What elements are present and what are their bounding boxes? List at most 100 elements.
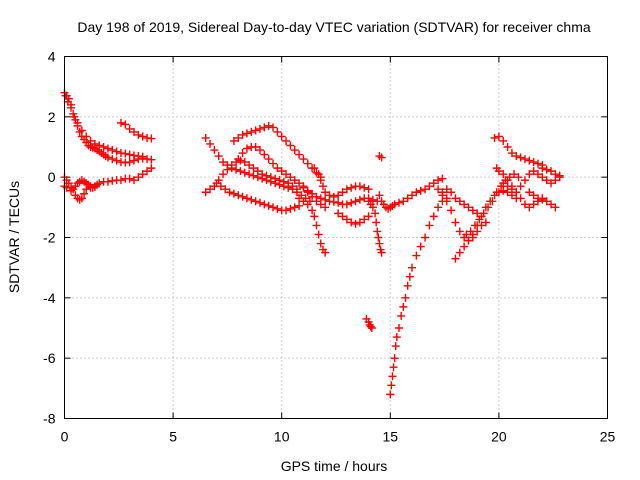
series-track-7 bbox=[201, 156, 301, 197]
data-point bbox=[392, 333, 401, 342]
data-point bbox=[321, 195, 330, 204]
data-point bbox=[77, 194, 86, 203]
data-point bbox=[391, 342, 400, 351]
data-point bbox=[147, 134, 156, 143]
data-point bbox=[503, 182, 512, 191]
data-point bbox=[112, 147, 121, 156]
data-point bbox=[416, 242, 425, 251]
data-points bbox=[60, 88, 564, 399]
data-point bbox=[464, 236, 473, 245]
data-point bbox=[438, 174, 447, 183]
data-point bbox=[464, 203, 473, 212]
data-point bbox=[551, 203, 560, 212]
data-point bbox=[264, 155, 273, 164]
data-point bbox=[360, 215, 369, 224]
data-point bbox=[466, 227, 475, 236]
data-point bbox=[338, 212, 347, 221]
series-track-3 bbox=[116, 118, 156, 143]
data-point bbox=[201, 133, 210, 142]
data-point bbox=[394, 198, 403, 207]
data-point bbox=[438, 188, 447, 197]
data-point bbox=[547, 200, 556, 209]
data-point bbox=[351, 197, 360, 206]
data-point bbox=[479, 209, 488, 218]
series-track-2 bbox=[61, 91, 147, 161]
data-point bbox=[240, 158, 249, 167]
data-point bbox=[125, 174, 134, 183]
data-point bbox=[434, 176, 443, 185]
series-track-1 bbox=[60, 88, 156, 167]
data-point bbox=[542, 165, 551, 174]
data-point bbox=[377, 153, 386, 162]
data-point bbox=[299, 155, 308, 164]
data-point bbox=[308, 206, 317, 215]
data-point bbox=[512, 152, 521, 161]
data-point bbox=[303, 200, 312, 209]
x-tick-labels: 0 5 10 15 20 25 bbox=[61, 429, 616, 445]
data-point bbox=[310, 164, 319, 173]
data-point bbox=[555, 171, 564, 180]
data-point bbox=[116, 176, 125, 185]
data-point bbox=[242, 194, 251, 203]
data-point bbox=[295, 201, 304, 210]
data-point bbox=[455, 227, 464, 236]
data-point bbox=[542, 176, 551, 185]
data-point bbox=[405, 272, 414, 281]
data-point bbox=[451, 254, 460, 263]
data-point bbox=[138, 170, 147, 179]
data-point bbox=[121, 149, 130, 158]
data-point bbox=[282, 136, 291, 145]
data-point bbox=[273, 164, 282, 173]
data-point bbox=[499, 170, 508, 179]
data-point bbox=[321, 188, 330, 197]
data-point bbox=[408, 263, 417, 272]
chart-title: Day 198 of 2019, Sidereal Day-to-day VTE… bbox=[77, 19, 590, 35]
data-point bbox=[447, 188, 456, 197]
data-point bbox=[292, 185, 301, 194]
data-point bbox=[386, 390, 395, 399]
data-point bbox=[90, 139, 99, 148]
data-point bbox=[408, 191, 417, 200]
data-point bbox=[390, 200, 399, 209]
data-point bbox=[371, 209, 380, 218]
series-track-17 bbox=[364, 197, 386, 257]
series-track-26 bbox=[499, 167, 564, 197]
data-point bbox=[255, 124, 264, 133]
data-point bbox=[366, 322, 375, 331]
data-point bbox=[242, 129, 251, 138]
data-point bbox=[121, 120, 130, 129]
data-point bbox=[299, 197, 308, 206]
data-point bbox=[488, 197, 497, 206]
data-point bbox=[401, 293, 410, 302]
data-point bbox=[295, 194, 304, 203]
data-point bbox=[260, 150, 269, 159]
data-point bbox=[542, 197, 551, 206]
data-point bbox=[260, 123, 269, 132]
data-point bbox=[130, 127, 139, 136]
data-point bbox=[125, 158, 134, 167]
data-point bbox=[460, 242, 469, 251]
data-point bbox=[264, 201, 273, 210]
data-point bbox=[316, 176, 325, 185]
data-point bbox=[355, 182, 364, 191]
data-point bbox=[538, 173, 547, 182]
data-point bbox=[206, 185, 215, 194]
data-point bbox=[138, 152, 147, 161]
data-point bbox=[372, 218, 381, 227]
data-point bbox=[533, 159, 542, 168]
data-point bbox=[286, 173, 295, 182]
data-point bbox=[533, 194, 542, 203]
data-point bbox=[201, 188, 210, 197]
data-point bbox=[375, 191, 384, 200]
data-point bbox=[397, 311, 406, 320]
data-point bbox=[273, 204, 282, 213]
data-point bbox=[70, 112, 79, 121]
data-point bbox=[232, 165, 241, 174]
data-point bbox=[269, 159, 278, 168]
data-point bbox=[147, 164, 156, 173]
data-point bbox=[225, 188, 234, 197]
data-point bbox=[416, 186, 425, 195]
data-point bbox=[238, 149, 247, 158]
data-point bbox=[516, 194, 525, 203]
data-point bbox=[258, 170, 267, 179]
